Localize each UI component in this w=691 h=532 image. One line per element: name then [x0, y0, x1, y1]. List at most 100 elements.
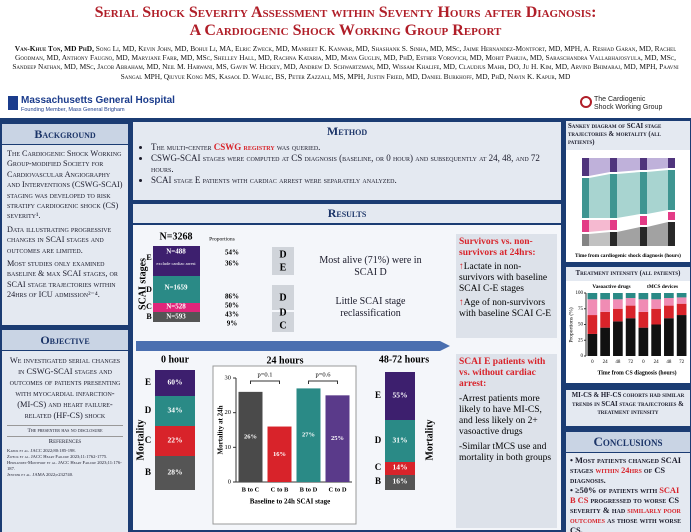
label: Proportions (%) [567, 307, 574, 342]
label: SCAI stages [137, 258, 148, 310]
text: ≥50% of patients with [575, 486, 660, 495]
label: 48-72 hours [379, 354, 429, 365]
x-tick-label: 72 [628, 360, 634, 365]
label: E [146, 253, 151, 262]
bullet: CSWG-SCAI stages were computed at CS dia… [151, 153, 557, 175]
caption: MI-CS & HF-CS cohorts had similar trends… [566, 390, 690, 426]
summary: Little SCAI stage reclassification [335, 296, 406, 319]
label: Mortality [135, 419, 146, 460]
stacked-bar [625, 305, 636, 319]
paragraph: Most studies only examined baseline & ma… [7, 259, 118, 300]
bar [296, 388, 321, 482]
label: 22% [168, 436, 183, 445]
label: D [145, 405, 152, 415]
section-heading: Results [133, 204, 561, 223]
group-label: Vasoactive drugs [592, 284, 630, 290]
x-tick-label: 0 [642, 360, 645, 365]
label: 54% [225, 249, 239, 257]
y-tick-label: 50 [578, 323, 584, 328]
survivors-box: Survivors vs. non-survivors at 24hrs: ↑L… [456, 234, 557, 338]
stacked-bar [625, 318, 636, 356]
logo-left: Massachusetts General Hospital [21, 95, 175, 106]
bullet: The multi-center CSWG registry was queri… [151, 142, 557, 153]
bar [325, 395, 350, 482]
next-stage-block [272, 312, 294, 332]
text: Age of non-survivors with baseline SCAI … [459, 298, 552, 319]
logo-left-sub: Founding Member, Mass General Brigham [21, 107, 125, 113]
stacked-bar [676, 297, 687, 304]
label: Time from CS diagnosis (hours) [597, 369, 676, 376]
label: E [280, 262, 287, 273]
x-tick-label: C to D [328, 486, 346, 493]
highlight: CSWG registry [213, 142, 275, 152]
y-tick-label: 100 [576, 291, 584, 296]
scai-e-box: SCAI E patients with vs. without cardiac… [456, 354, 557, 528]
label: 34% [168, 406, 183, 415]
stage-block [153, 276, 200, 303]
stacked-bar [613, 308, 623, 322]
label: Mortality [424, 419, 435, 460]
label: D [279, 307, 286, 318]
references-heading: References [7, 436, 123, 447]
label: 16% [393, 477, 408, 486]
label: 28% [168, 468, 183, 477]
label: D [279, 292, 286, 303]
y-tick-label: 0 [228, 478, 231, 485]
stage-block [155, 396, 195, 426]
next-stage-block [272, 285, 294, 310]
logo-mark [580, 96, 592, 108]
stacked-bar [638, 299, 649, 312]
stacked-bar [676, 303, 687, 316]
label: N=528 [166, 303, 186, 311]
treatment-heading: Treatment intensity (all patients) [566, 267, 690, 281]
label: 55% [393, 391, 408, 400]
label: N=488 [166, 248, 186, 256]
label: N=1659 [164, 284, 188, 292]
logo-mark [8, 96, 18, 110]
value-label: 25% [331, 435, 344, 442]
y-tick-label: 10 [225, 444, 232, 451]
y-tick-label: 30 [225, 374, 232, 381]
stacked-bar [600, 299, 610, 312]
label: 0 hour [161, 354, 190, 365]
stacked-bar [613, 299, 623, 309]
label: Mortality at 24h [217, 405, 225, 454]
stacked-bar [651, 299, 661, 309]
label: Time from cardiogenic shock diagnosis (h… [575, 252, 681, 259]
label: B [146, 312, 152, 321]
item: ↑Age of non-survivors with baseline SCAI… [459, 298, 552, 319]
x-tick-label: B to C [242, 486, 260, 493]
group-label: tMCS devices [647, 284, 678, 290]
paragraph: Data illustrating progressive changes in… [7, 224, 112, 255]
label: C [146, 302, 152, 311]
significance-bracket [308, 380, 338, 384]
label: 31% [393, 436, 408, 445]
text: of CS diagnosis. [570, 466, 666, 485]
stacked-bar [651, 293, 661, 300]
sankey-heading: Sankey diagram of SCAI stage trajectorie… [566, 121, 690, 150]
reference: Kapur et al. JACC 2022;80:185-198. [7, 447, 76, 453]
label: 60% [168, 378, 183, 387]
stacked-bar [625, 293, 636, 299]
authors: Van-Khue Ton, MD PhD, Song Li, MD, Kevin… [12, 44, 679, 81]
y-tick-label: 20 [225, 409, 232, 416]
label: 14% [393, 463, 408, 472]
stacked-bar [613, 293, 623, 300]
reference: Hernandez-Montfort et al. JACC Heart Fai… [7, 459, 122, 471]
label: 43% [225, 311, 239, 319]
label: Baseline to 24h SCAI stage [250, 498, 331, 506]
stacked-bar [613, 321, 623, 356]
x-tick-label: 24 [654, 360, 660, 365]
label: N=3268 [160, 231, 193, 242]
x-tick-label: 24 [603, 360, 609, 365]
timeline-arrow [136, 341, 450, 351]
background-text: The Cardiogenic Shock Working Group-modi… [2, 145, 128, 325]
stacked-bar [651, 308, 661, 325]
stage-block [385, 475, 415, 490]
value-label: 16% [273, 451, 286, 458]
label: E [375, 390, 381, 400]
label: 50% [225, 302, 239, 310]
text: progressed to worse CS severity & had [570, 496, 680, 515]
stage-block [155, 370, 195, 396]
